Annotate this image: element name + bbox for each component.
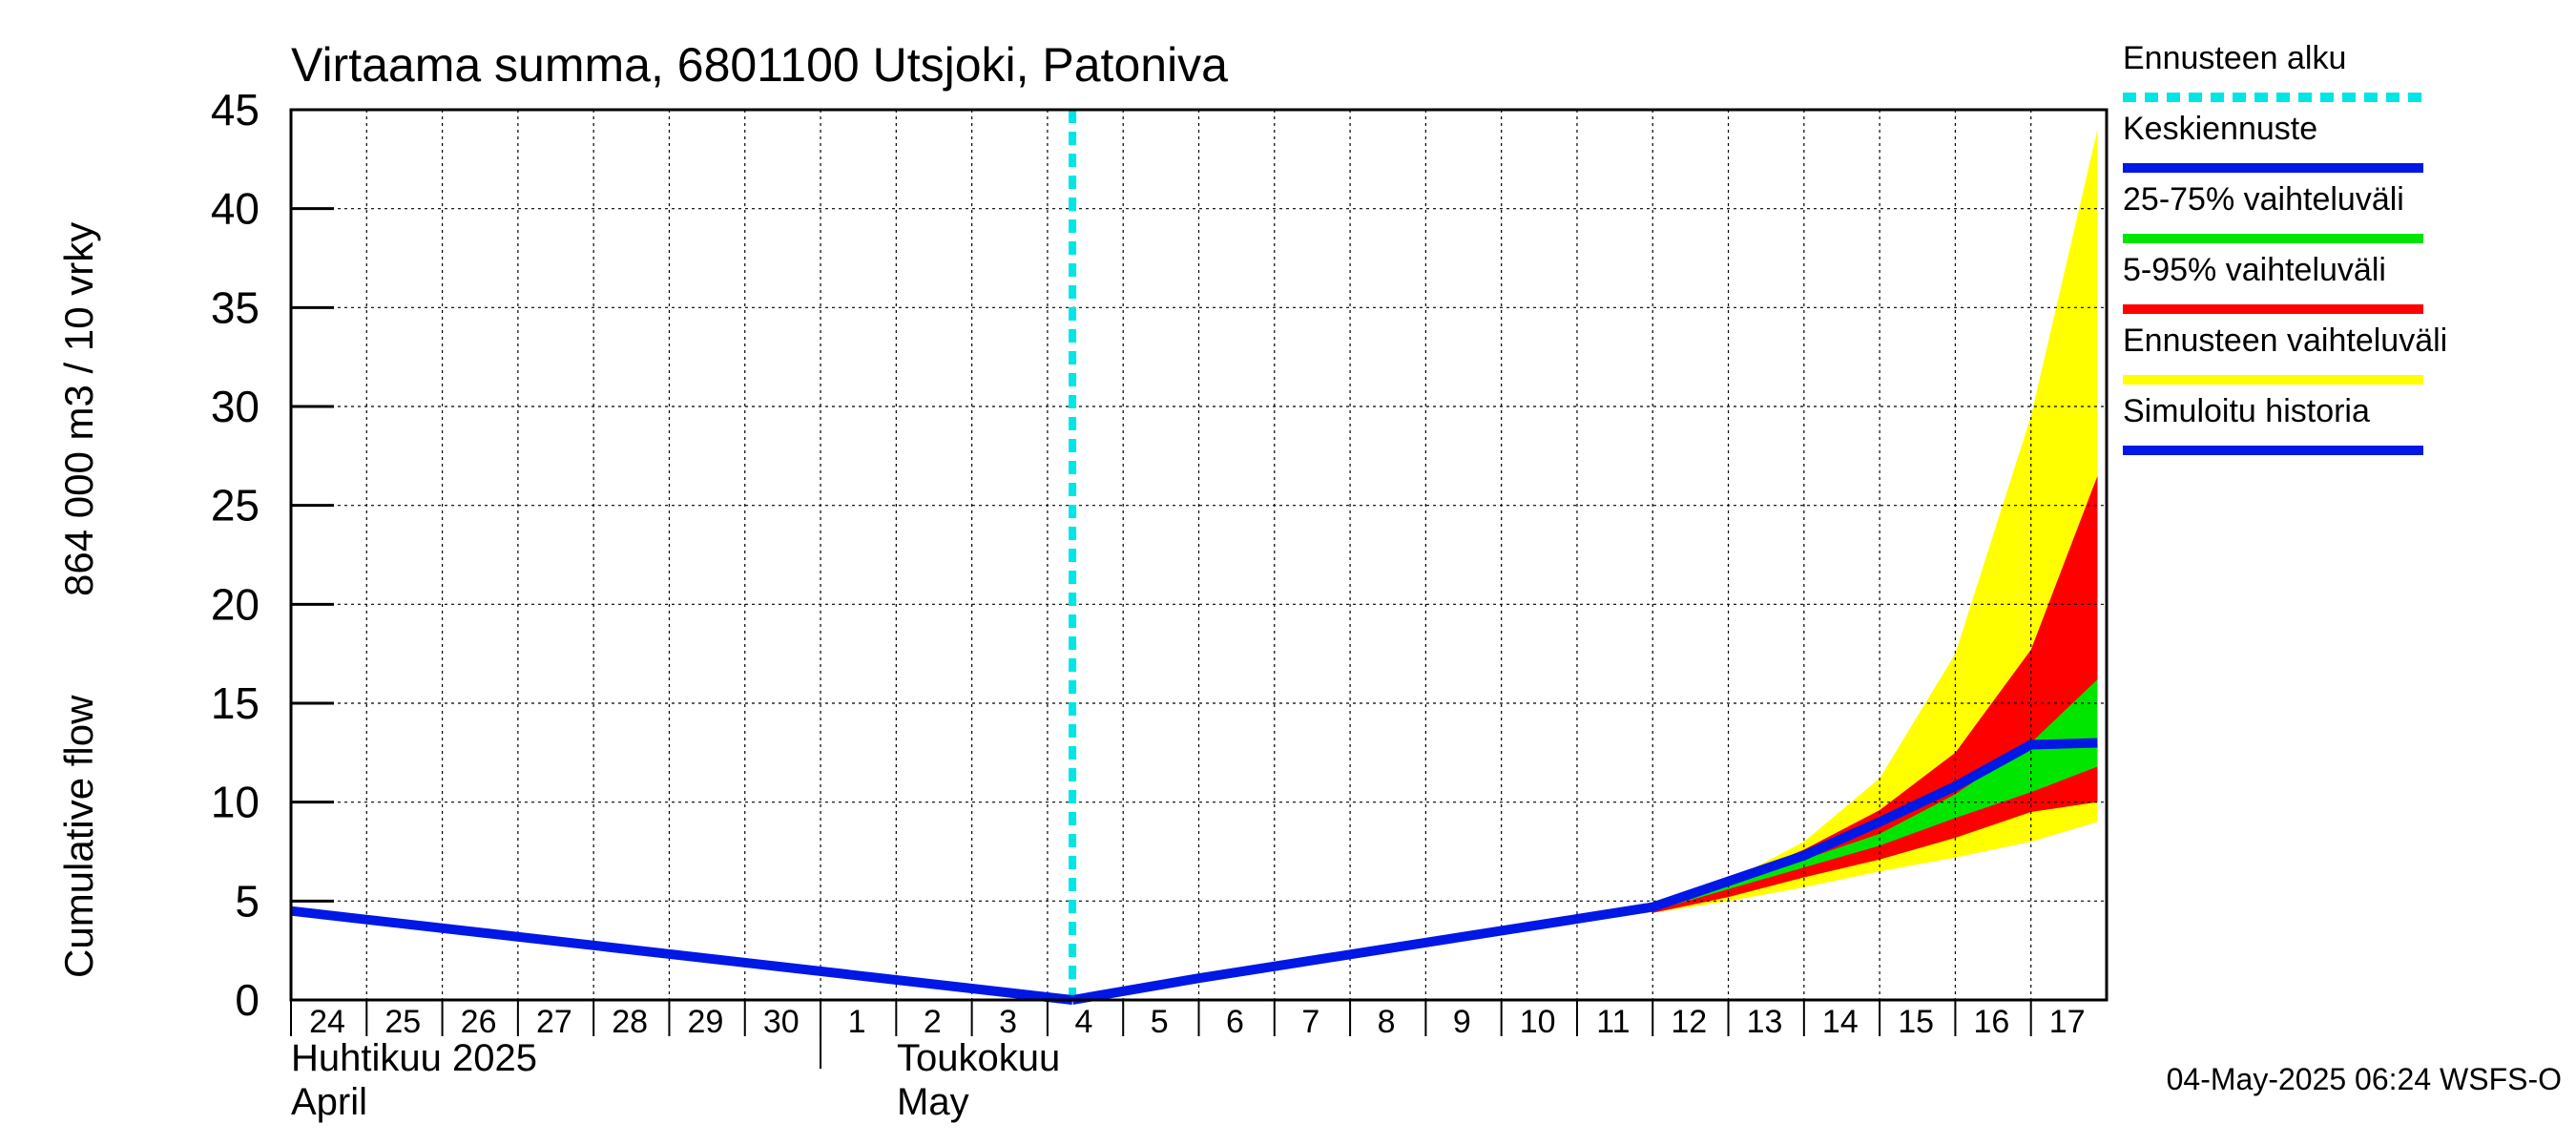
x-axis: 24 25 26 27 28 29 30 1 2 3 4 5 6 7 8 9 10 11 12 13 14 15 16 17: [290, 1000, 2086, 1069]
y-tick-label: 20: [211, 579, 260, 629]
x-tick-label: 26: [461, 1004, 497, 1040]
x-tick-label: 8: [1378, 1004, 1396, 1040]
x-tick-label: 3: [999, 1004, 1017, 1040]
y-tick-label: 45: [211, 85, 260, 135]
y-tick-label: 0: [235, 975, 260, 1025]
x-tick-label: 17: [2049, 1004, 2086, 1040]
x-tick-label: 2: [924, 1004, 942, 1040]
series-simulated-history: [290, 906, 1073, 1005]
x-tick-label: 9: [1453, 1004, 1471, 1040]
forecast-bands: [1652, 129, 2098, 913]
band-25-75: [1652, 679, 2098, 911]
legend-label: Simuloitu historia: [2123, 393, 2370, 429]
month-april-line1: Huhtikuu 2025: [291, 1037, 537, 1079]
legend-label: 5-95% vaihteluväli: [2123, 252, 2386, 288]
legend-label: 25-75% vaihteluväli: [2123, 181, 2404, 218]
x-tick-label: 29: [688, 1004, 724, 1040]
y-tick-label: 25: [211, 481, 260, 531]
x-tick-label: 27: [536, 1004, 572, 1040]
y-axis: 0 5 10 15 20 25 30 35 40 45: [211, 85, 334, 1025]
y-tick-label: 30: [211, 382, 260, 431]
x-tick-label: 25: [384, 1004, 421, 1040]
legend: Ennusteen alku Keskiennuste 25-75% vaihtel…: [2123, 40, 2447, 455]
month-labels: Huhtikuu 2025 April Toukokuu May: [291, 1037, 1060, 1123]
x-tick-label: 6: [1226, 1004, 1244, 1040]
x-tick-label: 10: [1520, 1004, 1556, 1040]
x-tick-label: 11: [1596, 1004, 1630, 1040]
series-forecast-mean: [1071, 738, 2098, 1005]
x-tick-label: 5: [1151, 1004, 1169, 1040]
x-tick-label: 24: [309, 1004, 345, 1040]
x-tick-label: 14: [1822, 1004, 1859, 1040]
y-axis-label-unit: 864 000 m3 / 10 vrky: [56, 222, 101, 596]
x-tick-label: 1: [848, 1004, 866, 1040]
legend-label: Ennusteen alku: [2123, 40, 2346, 76]
month-may-line1: Toukokuu: [897, 1037, 1060, 1079]
x-tick-label: 12: [1671, 1004, 1707, 1040]
month-may-line2: May: [897, 1081, 969, 1123]
chart-title: Virtaama summa, 6801100 Utsjoki, Patoniv…: [291, 38, 1228, 92]
y-tick-label: 40: [211, 184, 260, 234]
month-april-line2: April: [291, 1081, 367, 1123]
timestamp-footer: 04-May-2025 06:24 WSFS-O: [2167, 1062, 2562, 1096]
grid: [291, 110, 2107, 1000]
y-tick-label: 15: [211, 678, 260, 728]
x-tick-label: 16: [1974, 1004, 2010, 1040]
x-tick-label: 7: [1301, 1004, 1319, 1040]
series-lines: [290, 110, 2098, 1005]
legend-label: Ennusteen vaihteluväli: [2123, 323, 2447, 359]
legend-label: Keskiennuste: [2123, 111, 2317, 147]
x-tick-label: 28: [612, 1004, 648, 1040]
y-tick-label: 5: [235, 876, 260, 926]
x-tick-label: 4: [1074, 1004, 1092, 1040]
y-tick-label: 35: [211, 282, 260, 332]
y-axis-label-fi: Cumulative flow: [56, 695, 101, 978]
x-tick-label: 30: [763, 1004, 800, 1040]
x-tick-label: 13: [1747, 1004, 1783, 1040]
x-tick-label: 15: [1898, 1004, 1934, 1040]
y-tick-label: 10: [211, 778, 260, 827]
